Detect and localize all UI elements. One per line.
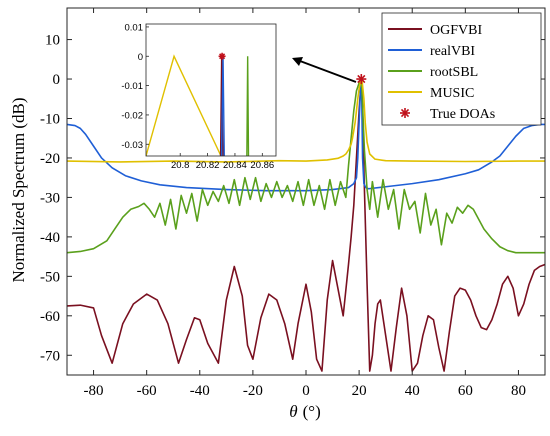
y-tick-label: -10: [40, 111, 60, 127]
inset-x-tick-label: 20.8: [171, 160, 190, 171]
y-tick-label: -60: [40, 309, 60, 325]
true-doa-markers: [356, 74, 367, 85]
legend: OGFVBI realVBI rootSBL MUSIC True DOAs: [381, 12, 542, 126]
series-lines: [66, 78, 546, 372]
legend-realvbi-label: realVBI: [430, 44, 475, 59]
legend-true-doas-label: True DOAs: [430, 107, 495, 122]
legend-box: [381, 12, 542, 126]
legend-ogfvbi-label: OGFVBI: [430, 23, 482, 38]
x-tick-label: 0: [302, 383, 310, 399]
x-tick-label: 20: [352, 383, 367, 399]
x-tick-label: 60: [458, 383, 473, 399]
inset-x-tick-label: 20.82: [196, 160, 220, 171]
y-axis-ticks: 10 0 -10 -20 -30 -40 -50 -60 -70: [40, 33, 545, 364]
main-plot: -80 -60 -40 -20 0 20 40 60 80 100-10-20-30-40-50…: [40, 7, 546, 399]
legend-true-doas-swatch: [400, 108, 410, 118]
x-tick-label: -60: [137, 383, 157, 399]
inset-x-tick-label: 20.86: [250, 160, 274, 171]
y-tick-label: -50: [40, 269, 60, 285]
inset-y-tick-label: 0: [138, 52, 143, 63]
legend-music-label: MUSIC: [430, 86, 474, 101]
true-doas-marker: [356, 74, 367, 85]
x-axis-symbol: θ: [289, 402, 297, 421]
y-tick-label: 0: [53, 72, 61, 88]
inset-x-tick-label: 20.84: [223, 160, 247, 171]
zoom-arrow: [292, 57, 357, 83]
x-axis-ticks: -80 -60 -40 -20 0 20 40 60 80: [84, 8, 526, 399]
inset-plot: 20.8 20.82 20.84 20.86 0.01 0 -0.01 -0.02 -0.03: [121, 22, 277, 171]
inset-rootsbl-line: [246, 56, 250, 156]
inset-frame: [145, 23, 277, 157]
inset-y-ticks: 0.01 0 -0.01 -0.02 -0.03: [121, 22, 149, 151]
legend-rootsbl-label: rootSBL: [430, 65, 478, 80]
music-line: [66, 78, 545, 163]
x-axis-label: θ (°): [289, 402, 320, 421]
y-tick-label: -30: [40, 190, 60, 206]
inset-doa-marker: [218, 52, 226, 60]
x-tick-label: -40: [190, 383, 210, 399]
x-tick-label: 40: [405, 383, 420, 399]
inset-true-doa-marker: [218, 52, 226, 60]
y-tick-label: -20: [40, 151, 60, 167]
y-tick-label: 10: [45, 33, 60, 49]
x-axis-unit: (°): [303, 402, 321, 421]
inset-x-ticks: 20.8 20.82 20.84 20.86: [171, 153, 274, 171]
inset-y-tick-label: -0.01: [121, 81, 143, 92]
y-tick-label: -40: [40, 230, 60, 246]
inset-y-tick-label: -0.03: [121, 140, 143, 151]
inset-y-tick-label: 0.01: [125, 22, 144, 33]
y-tick-label: -70: [40, 348, 60, 364]
inset-y-tick-label: -0.02: [121, 110, 143, 121]
y-axis-label: Normalized Spectrum (dB): [9, 97, 28, 282]
x-tick-label: -80: [84, 383, 104, 399]
legend-items: OGFVBI realVBI rootSBL MUSIC True DOAs: [388, 23, 495, 122]
x-tick-label: 80: [511, 383, 526, 399]
rootsbl-line: [66, 78, 545, 254]
x-tick-label: -20: [243, 383, 263, 399]
inset-music-line: [146, 54, 222, 156]
realvbi-line: [66, 78, 545, 192]
